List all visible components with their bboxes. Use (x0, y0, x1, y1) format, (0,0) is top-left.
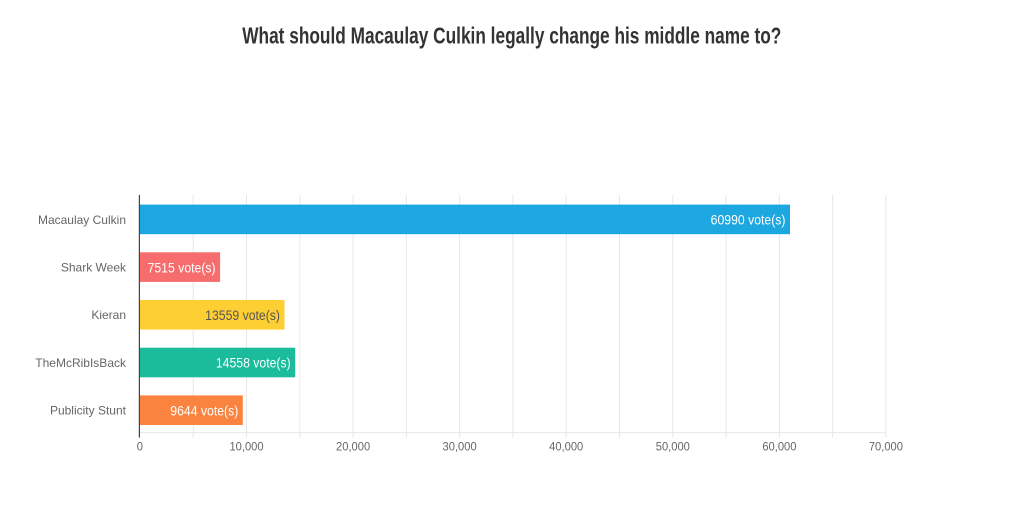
svg-text:TheMcRibIsBack: TheMcRibIsBack (35, 356, 127, 370)
svg-text:Kieran: Kieran (91, 308, 126, 322)
svg-text:7515 vote(s): 7515 vote(s) (148, 260, 216, 276)
svg-text:60,000: 60,000 (762, 441, 796, 453)
svg-text:0: 0 (137, 441, 143, 453)
svg-text:Macaulay Culkin: Macaulay Culkin (38, 213, 126, 227)
svg-text:40,000: 40,000 (549, 441, 583, 453)
svg-text:60990 vote(s): 60990 vote(s) (711, 212, 786, 228)
svg-text:13559 vote(s): 13559 vote(s) (205, 307, 280, 323)
svg-text:50,000: 50,000 (656, 441, 690, 453)
svg-text:What should Macaulay Culkin le: What should Macaulay Culkin legally chan… (242, 24, 781, 49)
svg-text:Publicity Stunt: Publicity Stunt (50, 404, 127, 418)
svg-text:Shark Week: Shark Week (61, 261, 127, 275)
svg-text:30,000: 30,000 (443, 441, 477, 453)
svg-text:14558 vote(s): 14558 vote(s) (216, 355, 291, 371)
svg-text:20,000: 20,000 (336, 441, 370, 453)
svg-text:10,000: 10,000 (229, 441, 263, 453)
svg-text:9644 vote(s): 9644 vote(s) (170, 403, 238, 419)
svg-text:70,000: 70,000 (869, 441, 903, 453)
